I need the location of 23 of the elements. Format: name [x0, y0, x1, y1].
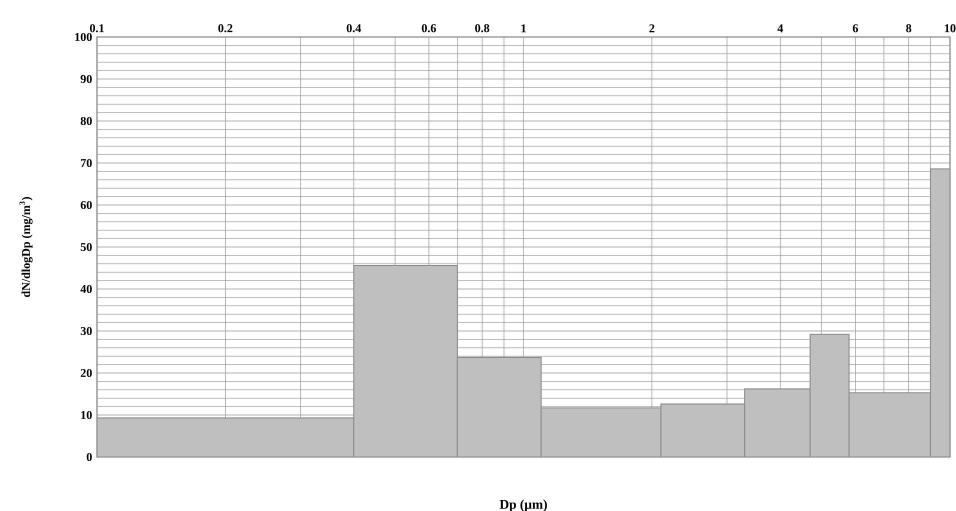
y-tick-label: 50 — [80, 242, 92, 252]
x-tick-label: 6 — [852, 24, 858, 32]
x-tick-label: 4 — [777, 24, 784, 32]
x-tick-label: 0.4 — [346, 24, 362, 32]
y-tick-label: 60 — [80, 200, 92, 210]
x-tick-label: 0.8 — [475, 24, 490, 32]
y-tick-label: 20 — [80, 368, 92, 378]
x-tick-label: 2 — [649, 24, 654, 32]
y-tick-label: 30 — [80, 326, 92, 336]
y-tick-label: 80 — [80, 116, 92, 126]
y-tick-label: 40 — [80, 284, 92, 294]
x-tick-label: 0.2 — [218, 24, 232, 32]
y-tick-label: 0 — [86, 452, 92, 462]
y-tick-label: 70 — [80, 158, 92, 168]
y-tick-label: 10 — [81, 410, 92, 420]
y-axis-title: dN/dlogDp (mg/m$^{3}$) — [20, 197, 33, 298]
x-tick-label: 0.6 — [422, 24, 436, 32]
y-tick-label: 90 — [80, 74, 92, 84]
x-tick-label: 1 — [521, 24, 526, 32]
x-tick-label: 10 — [944, 24, 956, 32]
x-tick-label: 8 — [906, 24, 912, 32]
y-tick-label: 100 — [75, 32, 92, 42]
x-tick-label: 0.1 — [90, 24, 104, 32]
